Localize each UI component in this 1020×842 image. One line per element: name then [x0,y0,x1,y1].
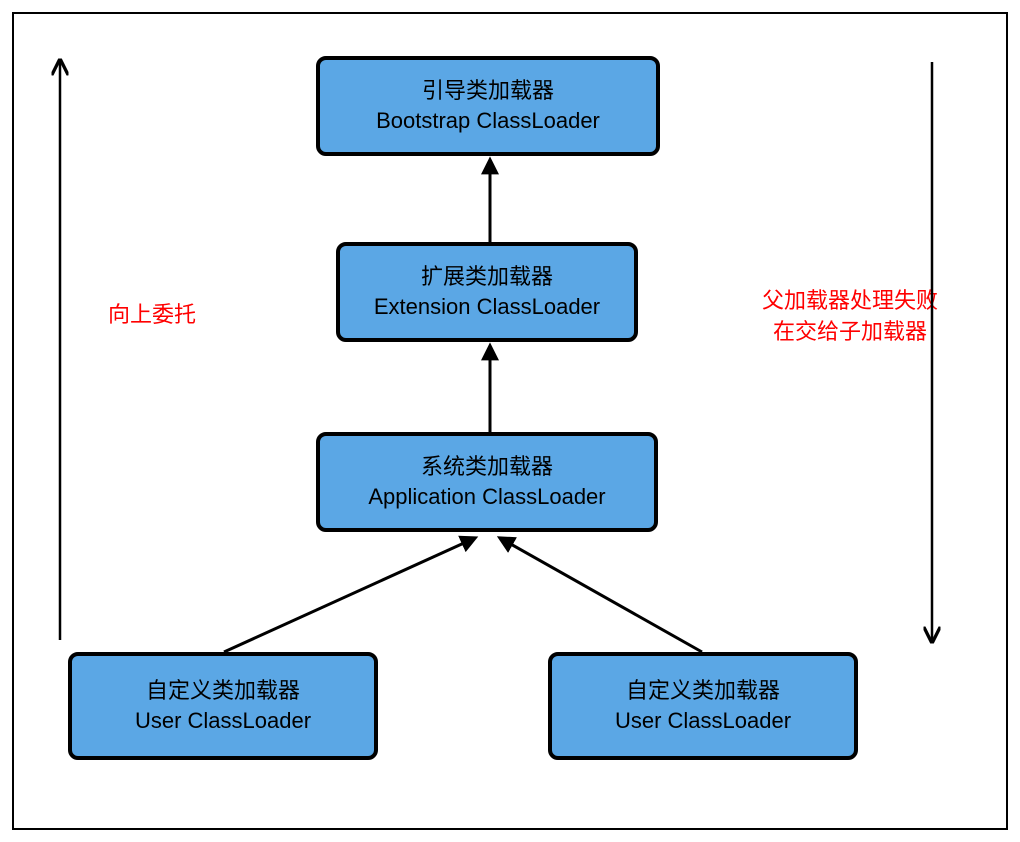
node-user-left-line1: 自定义类加载器 [146,676,300,706]
node-application-line1: 系统类加载器 [421,452,553,482]
node-user-left-line2: User ClassLoader [135,706,311,736]
node-user-left: 自定义类加载器 User ClassLoader [68,652,378,760]
label-right: 父加载器处理失败 在交给子加载器 [730,286,970,348]
node-extension-line2: Extension ClassLoader [374,292,600,322]
diagram-canvas: 引导类加载器 Bootstrap ClassLoader 扩展类加载器 Exte… [0,0,1020,842]
node-user-right-line1: 自定义类加载器 [626,676,780,706]
node-bootstrap-line2: Bootstrap ClassLoader [376,106,600,136]
node-application: 系统类加载器 Application ClassLoader [316,432,658,532]
node-extension-line1: 扩展类加载器 [421,262,553,292]
node-user-right-line2: User ClassLoader [615,706,791,736]
node-application-line2: Application ClassLoader [368,482,605,512]
node-user-right: 自定义类加载器 User ClassLoader [548,652,858,760]
node-bootstrap-line1: 引导类加载器 [422,76,554,106]
node-extension: 扩展类加载器 Extension ClassLoader [336,242,638,342]
node-bootstrap: 引导类加载器 Bootstrap ClassLoader [316,56,660,156]
label-left: 向上委托 [82,300,222,331]
